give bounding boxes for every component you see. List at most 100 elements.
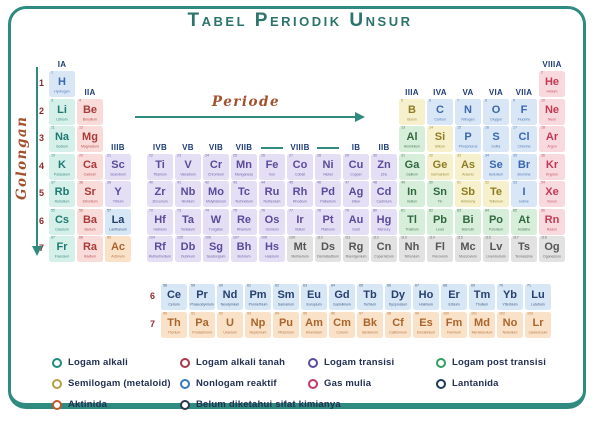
element-number: 70 bbox=[499, 284, 504, 288]
element-number: 11 bbox=[51, 126, 55, 130]
group-label-VIIIA: VIIIA bbox=[542, 60, 562, 69]
element-name: Ytterbium bbox=[502, 303, 518, 307]
element-name: Argon bbox=[547, 145, 557, 149]
element-number: 52 bbox=[485, 181, 490, 185]
element-name: Erbium bbox=[448, 303, 460, 307]
element-symbol: Mo bbox=[208, 186, 224, 198]
element-name: Bromine bbox=[517, 172, 531, 177]
legend-dot-icon bbox=[180, 399, 190, 410]
element-name: Magnesium bbox=[80, 145, 100, 149]
element-name: Rhenium bbox=[236, 227, 251, 232]
legend-label: Logam alkali tanah bbox=[196, 357, 286, 368]
element-number: 62 bbox=[275, 284, 280, 288]
element-number: 39 bbox=[107, 181, 112, 185]
element-name: Sodium bbox=[56, 145, 68, 149]
element-number: 67 bbox=[415, 284, 420, 288]
element-symbol: Y bbox=[114, 186, 122, 198]
element-number: 100 bbox=[443, 311, 450, 316]
element-symbol: Mg bbox=[82, 131, 98, 143]
element-symbol: Fl bbox=[435, 241, 445, 253]
element-number: 31 bbox=[401, 153, 406, 158]
element-Hg: 80 Hg Mercury bbox=[371, 208, 397, 235]
element-name: Strontium bbox=[82, 200, 98, 204]
element-symbol: Xe bbox=[545, 186, 559, 198]
element-number: 47 bbox=[345, 181, 350, 185]
element-name: Samarium bbox=[278, 303, 294, 307]
element-number: 9 bbox=[513, 98, 516, 103]
element-name: Beryllium bbox=[82, 117, 98, 122]
legend-label: Nonlogam reaktif bbox=[196, 378, 277, 389]
element-Pr: 59 Pr Praseodymium bbox=[189, 284, 215, 310]
element-number: 83 bbox=[457, 208, 462, 213]
element-name: Indium bbox=[406, 200, 418, 204]
element-number: 65 bbox=[359, 284, 364, 288]
element-name: Cadmium bbox=[376, 200, 392, 204]
element-number: 14 bbox=[429, 126, 434, 130]
element-number: 4 bbox=[79, 98, 82, 103]
element-symbol: Bh bbox=[236, 241, 252, 253]
legend-item: Gas mulia bbox=[308, 378, 371, 389]
element-symbol: Cu bbox=[348, 158, 364, 171]
element-Ba: 56 Ba Barium bbox=[77, 208, 103, 235]
element-symbol: Np bbox=[250, 316, 266, 329]
element-Fr: 87 Fr Francium bbox=[49, 236, 75, 262]
element-symbol: Fm bbox=[445, 316, 463, 329]
element-name: Lawrencium bbox=[528, 330, 548, 335]
element-Rb: 37 Rb Rubidium bbox=[49, 181, 75, 207]
element-symbol: Ru bbox=[264, 186, 280, 198]
element-Lv: 116 Lv Livermorium bbox=[483, 236, 509, 262]
element-symbol: Re bbox=[236, 213, 252, 226]
element-symbol: Ds bbox=[320, 241, 336, 253]
element-Ne: 10 Ne Neon bbox=[539, 98, 565, 125]
element-Og: 118 Og Oganesson bbox=[539, 236, 565, 262]
element-name: Promethium bbox=[248, 303, 268, 307]
element-number: 33 bbox=[457, 153, 462, 158]
element-number: 13 bbox=[401, 126, 406, 130]
element-Sr: 38 Sr Strontium bbox=[77, 181, 103, 207]
element-symbol: Al bbox=[406, 131, 418, 143]
element-number: 104 bbox=[149, 236, 156, 240]
element-number: 118 bbox=[541, 236, 547, 240]
element-number: 112 bbox=[373, 236, 379, 240]
element-symbol: H bbox=[58, 76, 66, 88]
element-number: 25 bbox=[233, 153, 238, 158]
element-symbol: Ti bbox=[155, 158, 165, 171]
element-name: Xenon bbox=[546, 200, 558, 204]
element-name: Neon bbox=[547, 117, 557, 122]
element-Mn: 25 Mn Manganese bbox=[231, 153, 257, 180]
element-symbol: Be bbox=[82, 103, 98, 116]
element-symbol: Au bbox=[348, 213, 364, 226]
element-name: Aluminium bbox=[403, 145, 421, 149]
legend-item: Logam alkali tanah bbox=[180, 357, 285, 368]
element-number: 51 bbox=[457, 181, 462, 185]
element-name: Francium bbox=[54, 255, 70, 259]
element-name: Niobium bbox=[181, 200, 195, 204]
element-name: Terbium bbox=[363, 303, 377, 307]
element-symbol: Ho bbox=[418, 289, 434, 301]
element-Be: 4 Be Beryllium bbox=[77, 98, 103, 125]
element-number: 66 bbox=[387, 284, 392, 288]
element-name: Gold bbox=[352, 227, 360, 232]
element-name: Barium bbox=[84, 227, 96, 232]
element-symbol: Ba bbox=[82, 213, 98, 226]
element-symbol: Md bbox=[474, 316, 490, 329]
element-name: Technetium bbox=[235, 200, 253, 204]
element-number: 38 bbox=[79, 181, 84, 185]
element-Zr: 40 Zr Zirconium bbox=[147, 181, 173, 207]
element-symbol: In bbox=[407, 186, 417, 198]
element-name: Copper bbox=[350, 172, 362, 177]
element-number: 41 bbox=[177, 181, 182, 185]
element-Sn: 50 Sn Tin bbox=[427, 181, 453, 207]
element-Rg: 111 Rg Roentgenium bbox=[343, 236, 369, 262]
element-Mt: 109 Mt Meitnerium bbox=[287, 236, 313, 262]
element-number: 29 bbox=[345, 153, 350, 158]
element-Rh: 45 Rh Rhodium bbox=[287, 181, 313, 207]
legend-label: Belum diketahui sifat kimianya bbox=[196, 399, 341, 410]
element-Dy: 66 Dy Dysprosium bbox=[385, 284, 411, 310]
element-Sm: 62 Sm Samarium bbox=[273, 284, 299, 310]
element-number: 36 bbox=[541, 153, 546, 158]
element-symbol: He bbox=[544, 76, 560, 88]
element-name: Chlorine bbox=[517, 145, 531, 149]
element-name: Hydrogen bbox=[54, 90, 70, 94]
element-Ac: 89 Ac Actinium bbox=[105, 236, 131, 262]
